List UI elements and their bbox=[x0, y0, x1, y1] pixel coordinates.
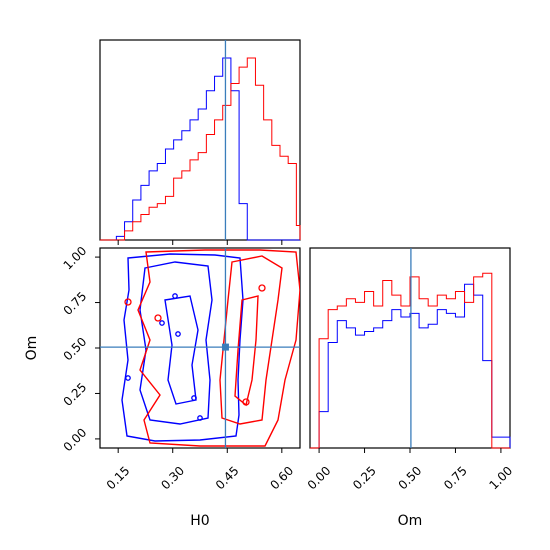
contour-red-2 bbox=[234, 295, 259, 407]
h0-hist-series-1 bbox=[100, 57, 301, 241]
joint-truth-marker bbox=[221, 343, 229, 351]
contour-blue-island-2 bbox=[175, 331, 181, 337]
contour-blue-island-5 bbox=[191, 395, 197, 401]
om-hist-xtick-label-4: 1.00 bbox=[487, 464, 516, 493]
panel-h0-frame bbox=[99, 39, 301, 241]
joint-ytick-label-3: 0.75 bbox=[61, 289, 90, 318]
om-hist-series-1 bbox=[310, 272, 510, 449]
contour-blue-1 bbox=[139, 261, 213, 425]
joint-xtick-label-3: 0.60 bbox=[267, 464, 296, 493]
panel-joint-frame bbox=[99, 247, 301, 449]
contour-blue-island-4 bbox=[197, 415, 203, 421]
contour-blue-2 bbox=[164, 295, 199, 405]
contour-blue-island-0 bbox=[172, 293, 178, 299]
y-axis-label-om: Om bbox=[24, 336, 40, 361]
contour-red-1 bbox=[219, 255, 283, 425]
joint-xtick-label-1: 0.30 bbox=[158, 464, 187, 493]
om-hist-xtick-label-3: 0.75 bbox=[441, 464, 470, 493]
joint-ytick-label-0: 0.00 bbox=[61, 425, 90, 454]
joint-xtick-label-0: 0.15 bbox=[104, 464, 133, 493]
panel-om-histogram: 0.00 0.25 0.50 0.75 1.00 bbox=[305, 247, 516, 493]
om-hist-xtick-label-1: 0.25 bbox=[350, 464, 379, 493]
om-hist-series-0 bbox=[310, 283, 511, 449]
contour-red-0 bbox=[137, 249, 300, 447]
om-hist-xtick-label-2: 0.50 bbox=[396, 464, 425, 493]
panel-h0-histogram bbox=[99, 39, 301, 245]
contour-red-island-0 bbox=[258, 284, 266, 292]
joint-ytick-label-1: 0.25 bbox=[61, 380, 90, 409]
panel-h0-om-contour: 0.15 0.30 0.45 0.60 0.00 0.25 0.50 0.75 1.00 bbox=[61, 244, 301, 493]
om-hist-xtick-label-0: 0.00 bbox=[305, 464, 334, 493]
x-axis-label-om: Om bbox=[398, 513, 423, 529]
contour-red-island-3 bbox=[154, 314, 162, 322]
contour-blue-island-3 bbox=[125, 375, 131, 381]
contour-blue-island-1 bbox=[159, 320, 165, 326]
contour-red-island-2 bbox=[124, 298, 132, 306]
h0-hist-series-0 bbox=[100, 57, 300, 241]
joint-ytick-label-2: 0.50 bbox=[61, 335, 90, 364]
joint-contours bbox=[121, 249, 300, 447]
joint-ytick-label-4: 1.00 bbox=[61, 244, 90, 273]
contour-red-island-1 bbox=[242, 398, 250, 406]
x-axis-label-h0: H0 bbox=[190, 513, 209, 529]
joint-xtick-label-2: 0.45 bbox=[213, 464, 242, 493]
